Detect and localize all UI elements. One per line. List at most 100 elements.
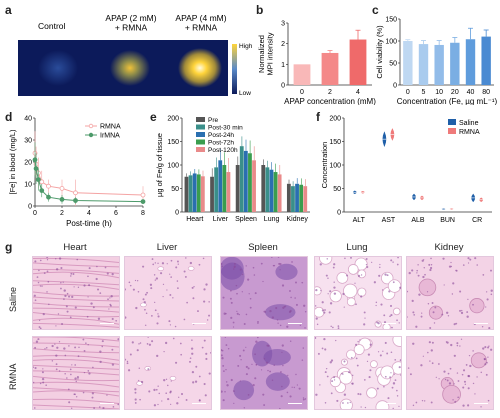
- he-nucleus: [277, 257, 280, 258]
- he-nucleus: [359, 393, 362, 396]
- x-tick-label: CR: [472, 217, 482, 224]
- x-tick-label: 5: [422, 89, 426, 96]
- he-nucleus: [70, 275, 72, 277]
- he-nucleus: [33, 366, 34, 368]
- he-nucleus: [383, 385, 385, 388]
- he-nucleus: [416, 272, 418, 274]
- he-nucleus: [146, 291, 149, 294]
- he-nucleus: [392, 382, 396, 385]
- he-nucleus: [126, 362, 129, 365]
- he-nucleus: [39, 259, 42, 262]
- he-glomerulus: [418, 278, 437, 297]
- he-nucleus: [75, 396, 78, 398]
- he-nucleus: [241, 291, 243, 293]
- he-nucleus: [139, 398, 141, 401]
- he-nucleus: [152, 263, 155, 266]
- he-nucleus: [177, 287, 179, 289]
- he-nucleus: [169, 293, 172, 296]
- he-nucleus: [333, 263, 336, 266]
- x-tick-label: ALT: [353, 217, 366, 224]
- he-nucleus: [153, 274, 156, 276]
- he-nucleus: [302, 347, 305, 349]
- data-point: [46, 194, 51, 200]
- y-tick-label: 20: [24, 160, 32, 167]
- scale-bar: [100, 322, 114, 324]
- he-nucleus: [281, 284, 285, 287]
- he-nucleus: [276, 319, 279, 321]
- bar: [303, 186, 308, 212]
- he-nucleus: [77, 355, 80, 358]
- he-nucleus: [153, 388, 156, 392]
- he-nucleus: [301, 359, 304, 361]
- he-nucleus: [421, 399, 424, 402]
- he-nucleus: [230, 378, 233, 382]
- he-nucleus: [158, 392, 161, 395]
- he-nucleus: [444, 378, 447, 381]
- he-nucleus: [488, 345, 490, 347]
- y-tick-label: 0: [281, 83, 285, 90]
- data-point: [39, 188, 45, 193]
- he-nucleus: [330, 359, 334, 362]
- he-nucleus: [281, 344, 284, 347]
- he-alveolus: [339, 398, 353, 409]
- bar: [239, 146, 244, 212]
- legend-label: Post-120h: [208, 147, 238, 154]
- he-nucleus: [437, 363, 440, 365]
- he-nucleus: [315, 317, 318, 320]
- he-nucleus: [155, 277, 159, 280]
- he-nucleus: [459, 345, 461, 347]
- he-nucleus: [192, 381, 195, 384]
- he-nucleus: [201, 346, 204, 349]
- he-nucleus: [170, 403, 172, 405]
- bar: [252, 160, 256, 212]
- he-nucleus: [224, 337, 227, 338]
- he-nucleus: [128, 281, 131, 284]
- he-fiber: [33, 381, 119, 388]
- he-nucleus: [349, 401, 351, 404]
- he-nucleus: [166, 289, 168, 291]
- panel-label-g: g: [5, 240, 13, 254]
- y-tick-label: 0: [175, 210, 179, 217]
- he-nucleus: [146, 343, 149, 345]
- y-tick-label: 50: [171, 186, 179, 193]
- he-nucleus: [163, 350, 165, 353]
- he-background: [407, 257, 493, 329]
- he-nucleus: [74, 306, 77, 309]
- he-nucleus: [245, 373, 248, 376]
- he-nucleus: [389, 304, 393, 307]
- he-nucleus: [162, 295, 164, 298]
- he-nucleus: [430, 257, 432, 260]
- he-nucleus: [467, 387, 470, 390]
- he-nucleus: [452, 282, 455, 285]
- he-nucleus: [429, 268, 432, 272]
- he-nucleus: [371, 261, 373, 263]
- he-nucleus: [92, 366, 94, 369]
- he-nucleus: [379, 266, 381, 269]
- he-nucleus: [249, 297, 252, 300]
- he-nucleus: [409, 373, 412, 376]
- he-nucleus: [408, 271, 411, 275]
- he-nucleus: [236, 312, 239, 315]
- he-nucleus: [233, 262, 236, 265]
- he-nucleus: [174, 325, 177, 328]
- he-nucleus: [203, 339, 206, 342]
- he-nucleus: [205, 283, 208, 286]
- he-nucleus: [83, 349, 86, 352]
- he-nucleus: [394, 379, 397, 381]
- x-axis-label: Post-time (h): [66, 219, 112, 228]
- he-nucleus: [485, 291, 488, 293]
- he-nucleus: [422, 275, 425, 279]
- he-nucleus: [39, 285, 42, 287]
- he-nucleus: [104, 266, 107, 269]
- he-nucleus: [273, 264, 276, 267]
- he-nucleus: [144, 293, 147, 296]
- y-tick-label: 200: [329, 116, 341, 123]
- he-nucleus: [154, 279, 157, 281]
- he-nucleus: [91, 396, 94, 399]
- he-nucleus: [208, 301, 210, 303]
- he-nucleus: [69, 316, 72, 319]
- bar: [218, 160, 223, 212]
- he-nucleus: [54, 343, 56, 345]
- he-nucleus: [190, 347, 194, 350]
- he-nucleus: [366, 266, 369, 269]
